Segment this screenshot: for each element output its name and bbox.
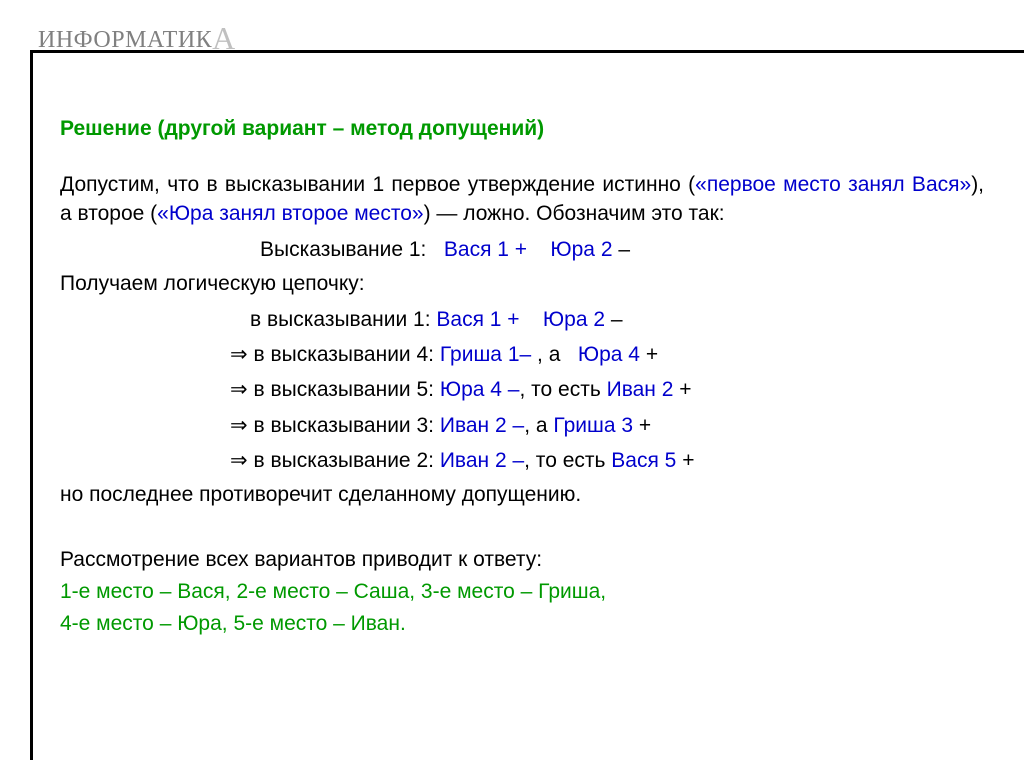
- chain-row: ⇒ в высказывание 2: Иван 2 –, то есть Ва…: [60, 446, 984, 475]
- statement-1-b-sign: –: [618, 238, 630, 261]
- intro-quote-1: «первое место занял Вася»: [695, 173, 971, 196]
- chain-label: в высказывании 5:: [253, 378, 434, 401]
- intro-text-3: ) — ложно. Обозначим это так:: [424, 202, 725, 225]
- chain-lead: Получаем логическую цепочку:: [60, 270, 984, 298]
- chain-b-prefix: Юра 2: [543, 308, 611, 331]
- chain-label: в высказывании 4:: [253, 343, 434, 366]
- chain-b-sign: +: [682, 449, 694, 472]
- chain-arrow: ⇒: [230, 413, 248, 437]
- statement-1-b-prefix: Юра 2: [550, 238, 618, 261]
- answer-line-2: 4-е место – Юра, 5-е место – Иван.: [60, 610, 984, 638]
- chain-b-prefix: Гриша 3: [553, 414, 638, 437]
- intro-text-1: Допустим, что в высказывании 1 первое ут…: [60, 173, 695, 196]
- statement-1-a: Вася 1 +: [444, 238, 527, 261]
- chain-mid: , а: [531, 343, 566, 366]
- chain-label: в высказывание 2:: [253, 449, 434, 472]
- chain-b-sign: +: [639, 414, 651, 437]
- chain-row: в высказывании 1: Вася 1 + Юра 2 –: [60, 305, 984, 334]
- chain-row: ⇒ в высказывании 4: Гриша 1– , а Юра 4 +: [60, 340, 984, 369]
- chain-arrow: ⇒: [230, 377, 248, 401]
- chain-b-prefix: Иван 2: [607, 378, 680, 401]
- chain-row: ⇒ в высказывании 5: Юра 4 –, то есть Ива…: [60, 375, 984, 404]
- divider-horizontal: [30, 50, 1024, 53]
- intro-quote-2: «Юра занял второе место»: [157, 202, 423, 225]
- chain-mid: , то есть: [524, 449, 611, 472]
- chain-arrow: ⇒: [230, 448, 248, 472]
- statement-1-block: Высказывание 1: Вася 1 + Юра 2 –: [60, 236, 984, 264]
- chain-b-sign: –: [611, 308, 623, 331]
- chain-a: Вася 1 +: [436, 308, 519, 331]
- chain-a: Гриша 1–: [440, 343, 531, 366]
- chain-a: Иван 2 –: [440, 449, 524, 472]
- content-area: Решение (другой вариант – метод допущени…: [60, 115, 984, 639]
- divider-vertical: [30, 50, 33, 760]
- chain-b-sign: +: [679, 378, 691, 401]
- statement-1-row: Высказывание 1: Вася 1 + Юра 2 –: [60, 236, 984, 264]
- chain-b-prefix: Юра 4: [578, 343, 646, 366]
- chain-label: в высказывании 1:: [250, 308, 431, 331]
- intro-paragraph: Допустим, что в высказывании 1 первое ут…: [60, 171, 984, 228]
- chain-arrow: ⇒: [230, 342, 248, 366]
- chain-a: Юра 4 –: [440, 378, 520, 401]
- statement-1-label: Высказывание 1:: [260, 238, 426, 261]
- chain-row: ⇒ в высказывании 3: Иван 2 –, а Гриша 3 …: [60, 411, 984, 440]
- chain-b-sign: +: [646, 343, 658, 366]
- contradiction-text: но последнее противоречит сделанному доп…: [60, 481, 984, 509]
- answer-lead: Рассмотрение всех вариантов приводит к о…: [60, 546, 984, 574]
- chain-label: в высказывании 3:: [253, 414, 434, 437]
- answer-line-1: 1-е место – Вася, 2-е место – Саша, 3-е …: [60, 578, 984, 606]
- chain-mid: , а: [524, 414, 553, 437]
- chain-a: Иван 2 –: [440, 414, 524, 437]
- section-title: Решение (другой вариант – метод допущени…: [60, 115, 984, 143]
- chain-b-prefix: Вася 5: [611, 449, 682, 472]
- chain-mid: , то есть: [519, 378, 606, 401]
- logic-chain: в высказывании 1: Вася 1 + Юра 2 – ⇒ в в…: [60, 305, 984, 476]
